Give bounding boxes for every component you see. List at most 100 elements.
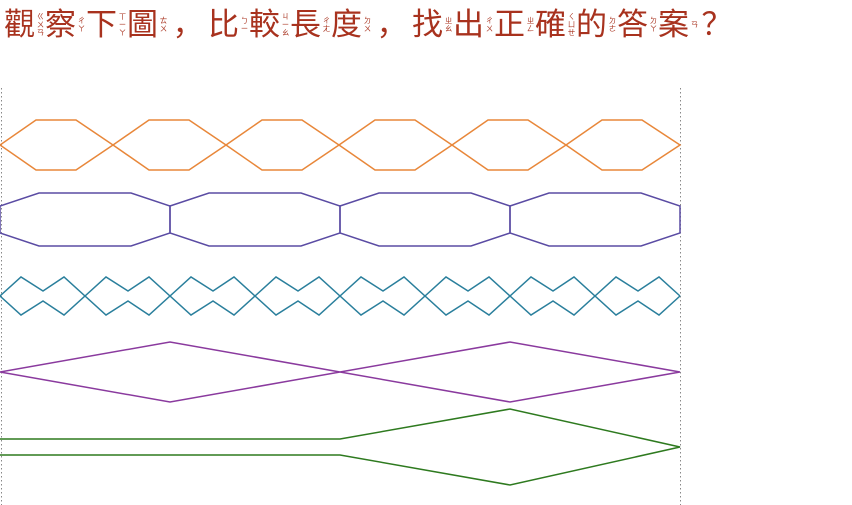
zhuyin-symbol: ㄧ	[240, 24, 249, 33]
zhuyin-annotation: ㄓㄠ	[444, 17, 453, 33]
teal-zigzag-upper	[0, 276, 681, 298]
zhuyin-annotation: ㄔㄨ	[485, 17, 494, 33]
zhuyin-symbol: ㄠ	[444, 24, 453, 33]
title-character: 出ㄔㄨ	[453, 5, 494, 45]
zhuyin-symbol: ㄓ	[526, 16, 535, 25]
zhuyin-annotation: ㄔㄤ	[322, 17, 331, 33]
orange-hexagon	[564, 119, 682, 171]
zhuyin-symbol: ㄅ	[240, 16, 249, 25]
hanzi: 下	[86, 7, 117, 43]
zhuyin-symbol: ㄐ	[281, 12, 290, 21]
title-character: 正ㄓㄥ	[494, 5, 535, 45]
orange-hexagon	[450, 119, 568, 171]
title-character: 找ㄓㄠ	[412, 5, 453, 45]
zhuyin-annotation: ㄒㄧㄚ	[118, 13, 127, 37]
zhuyin-symbol: ㄑ	[567, 12, 576, 21]
teal-zigzag-lower	[0, 294, 681, 316]
teal-zigzag-band	[0, 276, 681, 316]
zhuyin-symbol: ㄤ	[322, 24, 331, 33]
zhuyin-annotation: ㄢ	[690, 21, 699, 29]
zhuyin-symbol: ㄉ	[649, 16, 658, 25]
zhuyin-symbol: ㄥ	[526, 24, 535, 33]
zhuyin-annotation: ㄅㄧ	[240, 17, 249, 33]
title-character: 圖ㄊㄨ	[127, 5, 168, 45]
zhuyin-annotation: ㄓㄥ	[526, 17, 535, 33]
hanzi: 圖	[127, 7, 158, 43]
title-character: 案ㄢ	[658, 5, 699, 45]
title-character: 較ㄐㄧㄠ	[249, 5, 290, 45]
hanzi: 長	[290, 7, 321, 43]
zhuyin-symbol: ㄜ	[608, 24, 617, 33]
zhuyin-symbol: ㄨ	[159, 24, 168, 33]
title-character: 下ㄒㄧㄚ	[86, 5, 127, 45]
title-punctuation: ？	[701, 7, 733, 43]
title-character: 比ㄅㄧ	[208, 5, 249, 45]
zhuyin-symbol: ㄚ	[649, 24, 658, 33]
title-character: 的ㄉㄜ	[576, 5, 617, 45]
orange-hexagon	[111, 119, 228, 171]
indigo-octagon	[339, 192, 511, 247]
orange-hexagon	[0, 119, 115, 171]
zhuyin-annotation: ㄑㄩㄝ	[567, 13, 576, 37]
hanzi: 答	[617, 7, 648, 43]
zhuyin-annotation: ㄔㄚ	[77, 17, 86, 33]
zhuyin-symbol: ㄨ	[485, 24, 494, 33]
zhuyin-annotation: ㄊㄨ	[159, 17, 168, 33]
orange-hexagon	[224, 119, 341, 171]
zhuyin-symbol: ㄢ	[690, 20, 699, 29]
hanzi: 確	[535, 7, 566, 43]
zhuyin-symbol: ㄒ	[118, 12, 127, 21]
hanzi: 找	[412, 7, 443, 43]
zhuyin-symbol: ㄉ	[608, 16, 617, 25]
title-character: 答ㄉㄚ	[617, 5, 658, 45]
hanzi: 較	[249, 7, 280, 43]
title-punctuation: ，	[172, 7, 204, 43]
green-stick-diamond	[0, 408, 681, 486]
zhuyin-symbol: ㄚ	[118, 28, 127, 37]
purple-diamond	[339, 341, 681, 403]
zhuyin-annotation: ㄐㄧㄠ	[281, 13, 290, 37]
hanzi: 觀	[4, 7, 35, 43]
zhuyin-symbol: ㄓ	[444, 16, 453, 25]
hanzi: 案	[658, 7, 689, 43]
zhuyin-symbol: ㄔ	[77, 16, 86, 25]
zhuyin-symbol: ㄔ	[485, 16, 494, 25]
hanzi: 度	[331, 7, 362, 43]
zhuyin-annotation: ㄍㄨㄢ	[36, 13, 45, 37]
zhuyin-annotation: ㄉㄚ	[649, 17, 658, 33]
hanzi: 出	[453, 7, 484, 43]
question-title: 觀ㄍㄨㄢ察ㄔㄚ下ㄒㄧㄚ圖ㄊㄨ，比ㄅㄧ較ㄐㄧㄠ長ㄔㄤ度ㄉㄨ，找ㄓㄠ出ㄔㄨ正ㄓㄥ確ㄑ…	[4, 2, 852, 48]
zhuyin-annotation: ㄉㄜ	[608, 17, 617, 33]
zhuyin-symbol: ㄠ	[281, 28, 290, 37]
zhuyin-symbol: ㄩ	[567, 20, 576, 29]
title-character: 度ㄉㄨ	[331, 5, 372, 45]
indigo-octagon	[169, 192, 341, 247]
zhuyin-symbol: ㄨ	[363, 24, 372, 33]
zhuyin-symbol: ㄍ	[36, 12, 45, 21]
indigo-octagon	[509, 192, 681, 247]
zhuyin-symbol: ㄢ	[36, 28, 45, 37]
purple-diamond-chain	[0, 341, 681, 403]
zhuyin-symbol: ㄧ	[281, 20, 290, 29]
hanzi: 察	[45, 7, 76, 43]
zhuyin-symbol: ㄧ	[118, 20, 127, 29]
zhuyin-symbol: ㄚ	[77, 24, 86, 33]
title-character: 長ㄔㄤ	[290, 5, 331, 45]
zhuyin-annotation: ㄉㄨ	[363, 17, 372, 33]
green-stick-outline	[0, 408, 681, 486]
hanzi: 正	[494, 7, 525, 43]
hanzi: 的	[576, 7, 607, 43]
zhuyin-symbol: ㄉ	[363, 16, 372, 25]
title-character: 確ㄑㄩㄝ	[535, 5, 576, 45]
title-punctuation: ，	[376, 7, 408, 43]
title-character: 察ㄔㄚ	[45, 5, 86, 45]
zhuyin-symbol: ㄝ	[567, 28, 576, 37]
indigo-octagon-chain	[0, 192, 681, 247]
zhuyin-symbol: ㄨ	[36, 20, 45, 29]
zhuyin-symbol: ㄊ	[159, 16, 168, 25]
orange-hexagon	[337, 119, 454, 171]
hanzi: 比	[208, 7, 239, 43]
zhuyin-symbol: ㄔ	[322, 16, 331, 25]
indigo-octagon	[0, 192, 171, 247]
